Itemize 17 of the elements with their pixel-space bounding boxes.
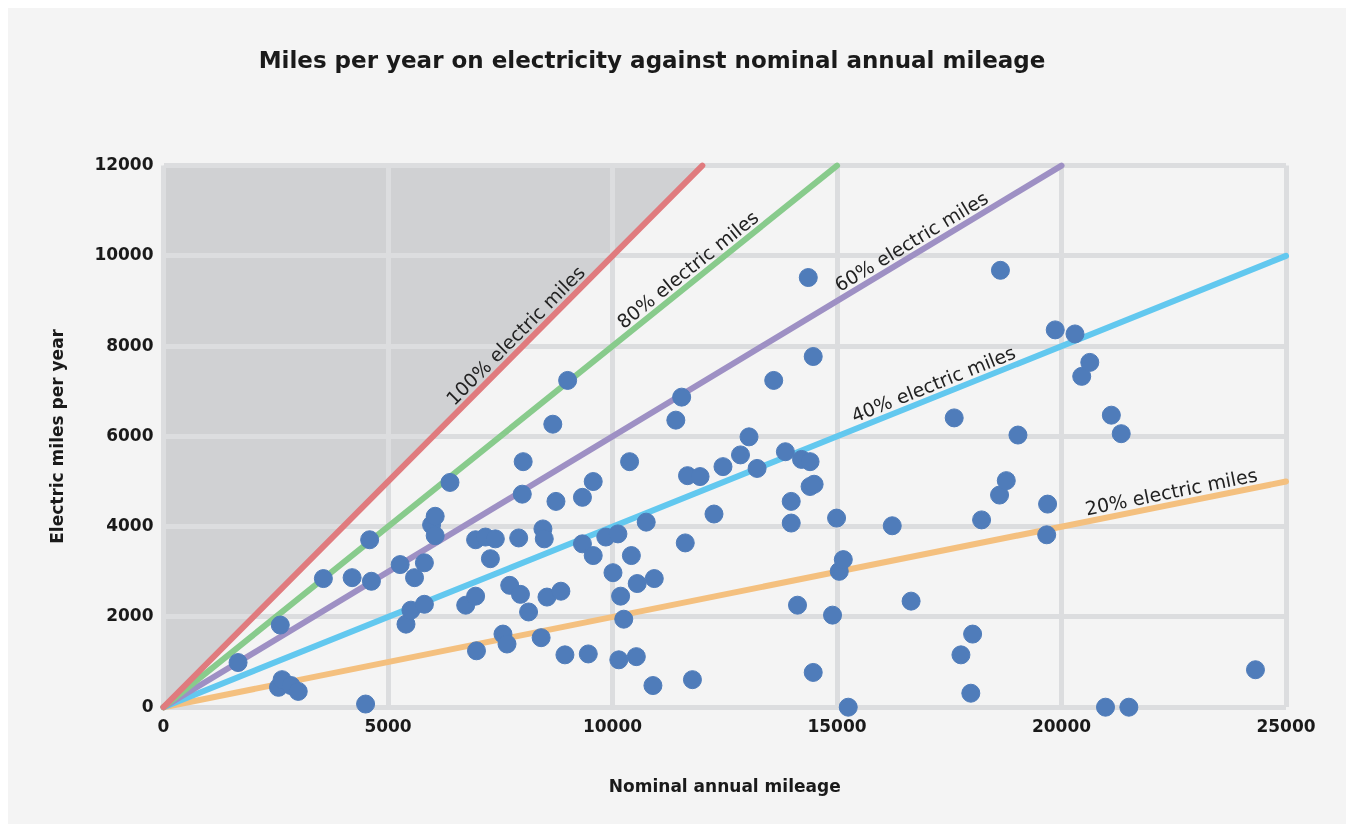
x-tick-label: 10000 [582,715,643,736]
y-tick-label: 10000 [94,244,154,265]
chart-title: Miles per year on electricity against nominal annual mileage [258,46,1046,73]
y-axis-title: Electric miles per year [46,328,67,544]
x-tick-label: 5000 [364,715,412,736]
y-tick-label: 12000 [94,154,154,175]
text: 20% electric miles [1083,463,1260,520]
y-tick-label: 0 [141,695,154,716]
x-tick-label: 25000 [1256,715,1316,736]
y-tick-label: 4000 [106,515,154,536]
y-tick-label: 8000 [106,334,154,355]
y-tick-label: 6000 [106,424,154,445]
x-tick-label: 20000 [1031,715,1092,736]
x-tick-label: 15000 [807,715,867,736]
x-tick-label: 0 [157,715,170,736]
x-axis-title: Nominal annual mileage [608,776,841,797]
y-tick-label: 2000 [106,605,154,626]
